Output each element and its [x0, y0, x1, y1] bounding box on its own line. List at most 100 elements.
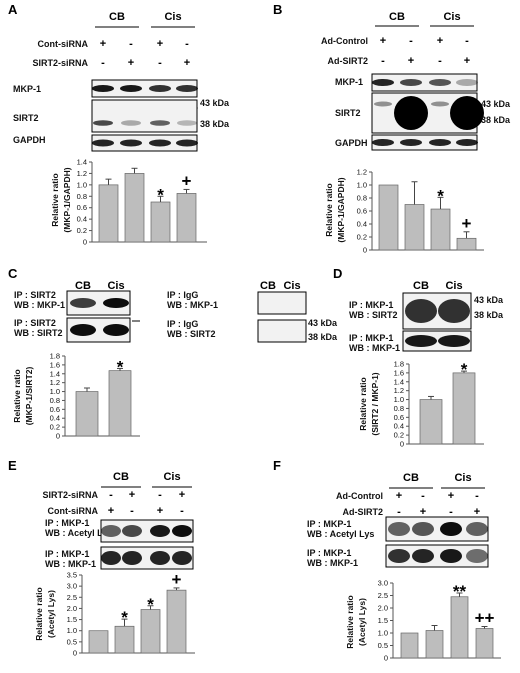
blot-band — [176, 139, 198, 147]
treatment-mark: + — [108, 505, 114, 517]
blot-band — [466, 549, 488, 563]
y-axis-label-d: (SIRT2 / MKP-1) — [370, 372, 380, 435]
blot-band — [400, 139, 422, 146]
y-tick-label: 0.2 — [50, 423, 60, 432]
treatment-mark: - — [180, 505, 184, 517]
blot-label-b-gapdh: GAPDH — [335, 138, 368, 148]
y-tick-label: 0 — [400, 440, 404, 449]
bar — [456, 237, 477, 251]
treatment-mark: + — [420, 506, 426, 518]
y-tick-label: 0.2 — [357, 233, 367, 242]
blot-band — [372, 79, 394, 86]
panel-e-condition-label: SIRT2-siRNA — [42, 490, 98, 500]
blot-band — [122, 551, 142, 565]
y-tick-label: 0.6 — [50, 405, 60, 414]
blot-band — [176, 85, 198, 92]
y-tick-label: 1.0 — [378, 629, 388, 638]
panel-b-group-label: CB — [389, 11, 405, 23]
treatment-mark: + — [184, 57, 190, 69]
blot-band — [438, 335, 470, 347]
y-axis-label-a: (MKP-1/GAPDH) — [62, 167, 72, 232]
y-tick-label: 0 — [384, 654, 388, 663]
blot-label-c-2: IP : SIRT2 — [14, 318, 56, 328]
panel-a-group-label: Cis — [164, 11, 181, 23]
treatment-mark: + — [100, 38, 106, 50]
treatment-mark: - — [185, 38, 189, 50]
treatment-mark: - — [397, 506, 401, 518]
panel-e-group-label: Cis — [163, 471, 180, 483]
y-tick-label: 0.4 — [77, 215, 87, 224]
blot-d-1 — [402, 292, 472, 330]
significance-mark: * — [117, 357, 124, 376]
panel-a-group-label: CB — [109, 11, 125, 23]
blot-band — [149, 139, 171, 147]
blot-label-a-mkp1: MKP-1 — [13, 84, 41, 94]
blot-band — [456, 139, 478, 146]
blot-label-c-igg-2: WB : SIRT2 — [167, 329, 216, 339]
treatment-mark: - — [409, 35, 413, 47]
treatment-mark: - — [475, 490, 479, 502]
y-axis-label-d: Relative ratio — [358, 377, 368, 430]
panel-d-group-label: Cis — [445, 280, 462, 292]
treatment-mark: - — [421, 490, 425, 502]
bar — [378, 184, 399, 251]
blot-band — [429, 79, 451, 86]
blot-d-2 — [402, 330, 472, 352]
y-tick-label: 1.0 — [77, 180, 87, 189]
panel-c-igg-group-label: CB — [260, 280, 276, 292]
blot-band — [429, 139, 451, 146]
blot-band — [101, 551, 121, 565]
blot-label-a-sirt2: SIRT2 — [13, 113, 39, 123]
blot-band — [120, 85, 142, 92]
significance-mark: * — [437, 186, 444, 205]
blot-f-2 — [385, 544, 489, 568]
treatment-mark: - — [109, 489, 113, 501]
blot-band — [172, 551, 192, 565]
blot-band — [372, 139, 394, 146]
panel-c-igg-group-label: Cis — [283, 280, 300, 292]
y-tick-label: 1.4 — [77, 158, 87, 167]
blot-label-e-2: IP : MKP-1 — [45, 549, 89, 559]
panel-label-b: B — [273, 2, 282, 17]
treatment-mark: - — [101, 57, 105, 69]
y-axis-label-b: Relative ratio — [324, 183, 334, 236]
bar — [176, 193, 197, 243]
bar-chart-d: 00.20.40.60.81.01.21.41.61.8 * — [394, 360, 484, 449]
y-axis-label-b: (MKP-1/GAPDH) — [336, 177, 346, 242]
panel-c-group-label: Cis — [107, 280, 124, 292]
bar — [150, 201, 171, 243]
y-tick-label: 3.0 — [378, 579, 388, 588]
treatment-mark: + — [157, 505, 163, 517]
blot-band — [388, 549, 410, 563]
kda-marker-d: 43 kDa — [474, 295, 504, 305]
blot-label-b-mkp1: MKP-1 — [335, 77, 363, 87]
y-tick-label: 2.5 — [378, 591, 388, 600]
blot-label-c-2: WB : SIRT2 — [14, 328, 63, 338]
y-tick-label: 0.4 — [357, 220, 367, 229]
blot-band — [466, 522, 488, 536]
bar — [140, 609, 161, 654]
panel-label-a: A — [8, 2, 18, 17]
blot-label-c-igg-2: IP : IgG — [167, 319, 198, 329]
blot-band — [388, 522, 410, 536]
y-axis-label-e: Relative ratio — [34, 587, 44, 640]
bar — [400, 632, 419, 659]
bar-chart-a: 0 0.2 0.4 0.6 0.8 1.0 1.2 1.4 * + — [77, 158, 207, 247]
blot-band — [431, 101, 449, 107]
blot-label-f-2: IP : MKP-1 — [307, 548, 351, 558]
panel-label-e: E — [8, 458, 17, 473]
blot-band — [412, 522, 434, 536]
blot-band — [440, 549, 462, 563]
y-tick-label: 0.4 — [394, 422, 404, 431]
blot-a-mkp1 — [91, 79, 198, 98]
blot-band — [103, 324, 129, 336]
y-tick-label: 2.0 — [378, 604, 388, 613]
panel-c-group-label: CB — [75, 280, 91, 292]
blot-band — [150, 551, 170, 565]
blot-band — [405, 335, 437, 347]
y-tick-label: 0.5 — [67, 637, 77, 646]
blot-label-c-1: WB : MKP-1 — [14, 300, 65, 310]
blot-band — [150, 120, 170, 126]
bar — [404, 204, 425, 251]
y-tick-label: 0 — [73, 649, 77, 658]
